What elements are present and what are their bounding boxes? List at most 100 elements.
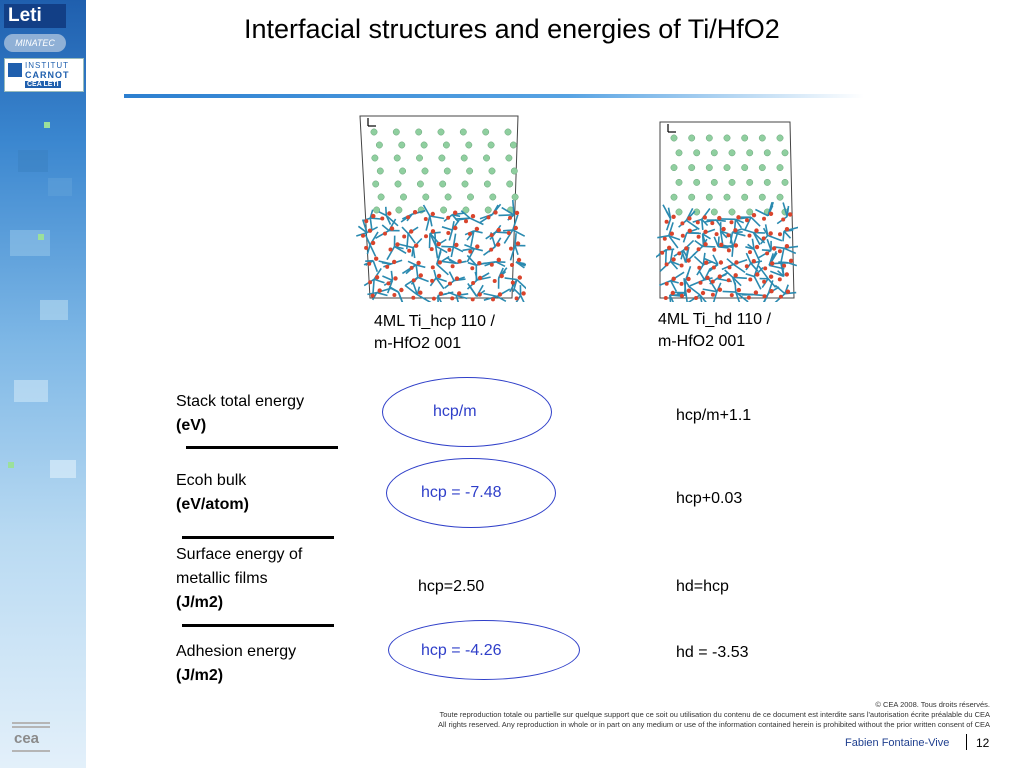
o-atom: [777, 277, 782, 282]
hf-o-bond: [512, 229, 526, 237]
hf-o-bond: [668, 235, 679, 249]
ti-atom: [511, 193, 519, 201]
o-atom: [679, 281, 684, 286]
o-atom: [386, 281, 391, 286]
hf-o-bond: [707, 277, 718, 293]
o-atom: [506, 231, 511, 235]
hf-o-bond: [369, 209, 374, 219]
hf-o-bond: [460, 210, 471, 219]
ti-atom: [746, 178, 754, 186]
o-atom: [450, 296, 455, 301]
ti-atom: [376, 167, 384, 175]
o-atom: [370, 293, 375, 298]
row-divider: [182, 536, 334, 539]
ti-atom: [675, 208, 683, 216]
ti-atom: [440, 206, 448, 214]
o-atom: [754, 244, 760, 250]
value-adhesion-hcp: hcp = -4.26: [421, 642, 502, 659]
ti-atom: [776, 134, 784, 142]
o-atom: [679, 263, 684, 268]
hf-o-bond: [729, 233, 734, 248]
hf-o-bond: [453, 246, 464, 253]
o-atom: [703, 242, 708, 247]
hf-o-bond: [780, 248, 785, 264]
row-divider: [186, 446, 338, 449]
ti-atom: [705, 164, 713, 172]
hf-o-bond: [519, 295, 525, 302]
hf-o-bond: [762, 292, 770, 302]
hf-o-bond: [436, 251, 442, 265]
hf-o-bond: [382, 275, 393, 282]
hf-o-bond: [751, 238, 755, 250]
o-atom: [686, 258, 691, 263]
caption-line: m-HfO2 001: [374, 335, 462, 352]
o-atom: [677, 251, 682, 256]
ti-atom: [400, 193, 407, 201]
hf-o-bond: [668, 234, 681, 241]
ti-atom: [442, 141, 450, 149]
hf-o-bond: [732, 276, 742, 287]
o-atom: [367, 228, 373, 233]
hf-o-bond: [687, 285, 701, 296]
carnot-line3: CEA LETI: [25, 81, 61, 88]
o-atom: [430, 278, 435, 283]
o-atom: [729, 293, 734, 298]
ti-atom: [776, 193, 784, 201]
o-atom: [380, 216, 385, 221]
o-atom: [392, 259, 397, 265]
o-atom: [471, 281, 476, 285]
hf-o-bond: [375, 229, 390, 239]
ti-atom: [420, 141, 428, 149]
hf-o-bond: [722, 290, 736, 293]
ti-atom: [377, 193, 385, 201]
o-atom: [733, 243, 739, 248]
ti-atom: [488, 167, 496, 175]
o-atom: [748, 277, 753, 282]
o-atom: [684, 246, 689, 251]
ti-atom: [688, 164, 696, 172]
copyright-notice: © CEA 2008. Tous droits réservés. Toute …: [438, 700, 990, 730]
o-atom: [771, 246, 777, 251]
hf-o-bond: [361, 219, 368, 233]
o-atom: [446, 231, 451, 235]
hf-o-bond: [386, 246, 396, 261]
o-atom: [392, 293, 397, 297]
hf-o-bond: [441, 226, 453, 231]
o-atom: [768, 274, 774, 279]
o-atom: [777, 249, 782, 254]
o-atom: [395, 242, 400, 247]
o-atom: [686, 288, 692, 293]
o-atom: [383, 231, 387, 236]
hf-o-bond: [369, 217, 373, 230]
hf-o-bond: [415, 264, 419, 278]
hf-o-bond: [685, 292, 688, 302]
hf-o-bond: [669, 249, 674, 262]
highlight-ellipse: [382, 377, 552, 447]
hf-o-bond: [512, 214, 519, 231]
o-atom: [368, 280, 373, 285]
o-atom: [477, 261, 482, 266]
row-label-adhesion-energy: Adhesion energy (J/m2): [176, 640, 296, 688]
o-atom: [717, 287, 723, 292]
o-atom: [778, 294, 783, 299]
o-atom: [745, 218, 749, 223]
hf-o-bond: [512, 287, 522, 296]
o-atom: [733, 228, 738, 233]
ti-atom: [675, 149, 683, 157]
hf-o-bond: [378, 211, 387, 217]
hf-o-bond: [720, 230, 728, 239]
ti-atom: [741, 164, 749, 172]
caption-line: 4ML Ti_hcp 110 /: [374, 313, 495, 330]
value-stack-hcp: hcp/m: [433, 403, 477, 420]
o-atom: [671, 257, 676, 262]
hf-o-bond: [479, 213, 493, 220]
hf-o-bond: [452, 233, 457, 248]
hf-o-bond: [381, 224, 390, 232]
hf-o-bond: [764, 224, 769, 236]
o-atom: [726, 233, 731, 238]
hf-o-bond: [367, 291, 377, 296]
hf-o-bond: [753, 248, 761, 263]
hf-o-bond: [767, 234, 783, 242]
hf-o-bond: [469, 217, 484, 226]
institut-carnot-logo: INSTITUT CARNOT CEA LETI: [4, 58, 84, 92]
